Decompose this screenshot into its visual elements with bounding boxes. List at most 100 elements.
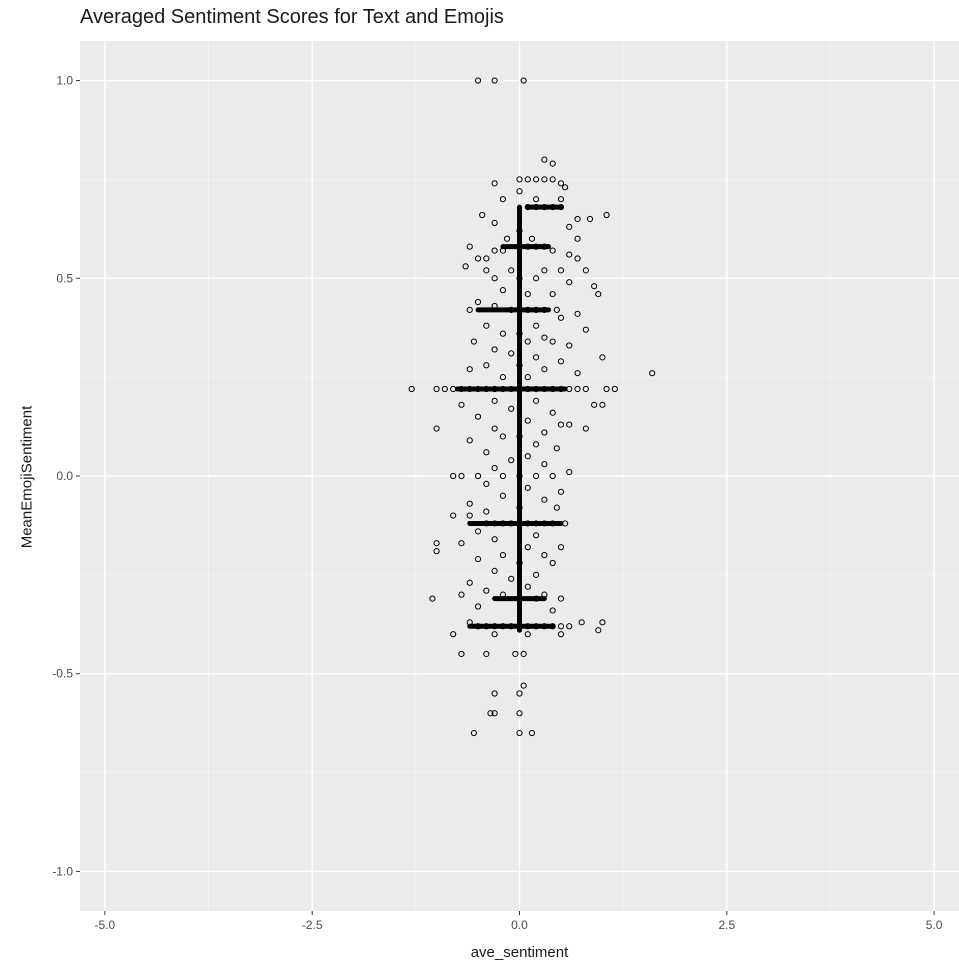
y-tick-label: 1.0 <box>56 74 73 88</box>
data-point <box>549 409 556 416</box>
data-point <box>541 461 548 468</box>
data-point <box>541 366 548 373</box>
data-point <box>499 551 507 559</box>
data-point <box>528 235 536 242</box>
data-point <box>483 480 490 488</box>
data-point <box>491 346 498 353</box>
data-point <box>491 219 498 227</box>
data-point <box>516 362 523 369</box>
data-point <box>557 421 565 428</box>
data-point <box>549 607 556 614</box>
data-point <box>491 690 498 697</box>
data-point <box>516 595 523 602</box>
data-point <box>491 77 498 84</box>
chart-title: Averaged Sentiment Scores for Text and E… <box>80 6 504 28</box>
data-point <box>582 385 589 393</box>
data-point <box>450 512 457 519</box>
data-point <box>611 385 618 393</box>
data-point <box>516 385 523 393</box>
data-point <box>541 203 548 211</box>
data-point <box>566 385 573 393</box>
data-point <box>516 188 523 195</box>
data-point <box>541 306 548 314</box>
data-point <box>532 397 540 404</box>
data-point <box>483 449 490 456</box>
data-point <box>474 298 482 306</box>
data-point <box>541 334 548 341</box>
data-point <box>582 267 589 274</box>
data-point <box>508 457 515 464</box>
data-point <box>557 623 565 630</box>
x-tick-label: 2.5 <box>718 918 735 932</box>
data-point <box>520 77 527 84</box>
data-point <box>524 374 531 381</box>
data-point <box>532 595 540 602</box>
data-point <box>557 544 565 551</box>
data-point <box>549 290 556 298</box>
data-point <box>549 203 556 211</box>
data-point <box>499 591 507 598</box>
data-point <box>483 385 490 393</box>
data-point <box>603 211 610 219</box>
data-point <box>524 176 531 183</box>
data-point <box>483 520 490 527</box>
data-point <box>508 350 515 357</box>
data-point <box>479 211 486 219</box>
data-point <box>524 243 531 250</box>
data-point <box>582 326 589 333</box>
data-point <box>466 385 473 393</box>
data-point <box>466 512 473 519</box>
data-point <box>483 650 490 658</box>
y-tick-label: -1.0 <box>52 864 73 878</box>
data-point <box>528 729 536 737</box>
data-point <box>532 571 540 578</box>
data-points <box>408 77 656 737</box>
axis-ticks: -5.0 -2.5 0.0 2.5 5.0 1.0 0.5 0.0 -0.5 -1.0 <box>52 74 942 932</box>
data-point <box>458 401 465 408</box>
data-point <box>524 520 531 527</box>
y-tick-label: 0.0 <box>56 469 73 483</box>
data-point <box>574 235 581 242</box>
data-point <box>508 575 515 582</box>
data-point <box>566 279 573 286</box>
data-point <box>499 520 507 527</box>
data-point <box>541 385 548 393</box>
data-point <box>532 203 540 211</box>
x-tick-label: 0.0 <box>511 918 528 932</box>
data-point <box>474 385 482 393</box>
data-point <box>557 385 565 393</box>
data-point <box>524 203 531 211</box>
data-point <box>491 302 498 310</box>
data-point <box>516 275 523 282</box>
data-point <box>574 310 581 317</box>
data-point <box>532 354 540 361</box>
data-point <box>532 385 540 393</box>
data-point <box>503 235 511 242</box>
data-point <box>532 322 540 329</box>
data-point <box>516 520 523 527</box>
data-point <box>591 283 598 290</box>
data-point <box>557 595 565 602</box>
data-point <box>499 287 507 294</box>
data-point <box>532 441 540 448</box>
data-point <box>474 603 482 610</box>
data-point <box>532 243 540 250</box>
data-point <box>524 338 531 345</box>
data-point <box>408 385 415 393</box>
data-point <box>450 631 457 638</box>
data-point <box>557 358 565 365</box>
data-point <box>483 508 490 515</box>
data-point <box>433 540 440 547</box>
data-point <box>491 623 498 630</box>
data-point <box>499 492 507 499</box>
data-point <box>541 551 548 559</box>
data-point <box>441 385 448 393</box>
data-point <box>603 385 610 393</box>
data-point <box>562 520 569 527</box>
data-point <box>562 184 569 191</box>
data-point <box>599 354 606 361</box>
data-point <box>532 176 540 183</box>
data-point <box>512 650 519 658</box>
data-point <box>466 619 473 626</box>
data-point <box>458 385 465 393</box>
